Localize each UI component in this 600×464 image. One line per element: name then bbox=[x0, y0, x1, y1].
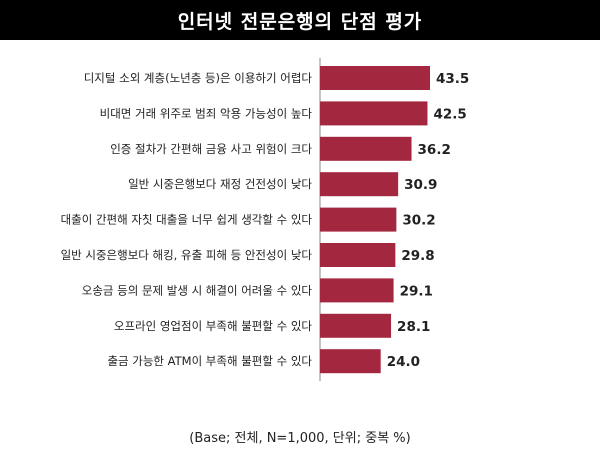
bar bbox=[320, 278, 394, 303]
category-label: 디지털 소외 계층(노년층 등)은 이용하기 어렵다 bbox=[84, 71, 313, 85]
footnote: (Base; 전체, N=1,000, 단위; 중복 %) bbox=[189, 431, 411, 446]
bar bbox=[320, 172, 399, 197]
value-label: 42.5 bbox=[433, 106, 466, 122]
bar bbox=[320, 101, 428, 126]
value-label: 30.9 bbox=[404, 177, 437, 193]
category-label: 출금 가능한 ATM이 부족해 불편할 수 있다 bbox=[107, 354, 312, 368]
category-label: 인증 절차가 간편해 금융 사고 위험이 크다 bbox=[110, 142, 312, 156]
bar bbox=[320, 136, 412, 161]
category-label: 오프라인 영업점이 부족해 불편할 수 있다 bbox=[114, 319, 313, 333]
bar bbox=[320, 207, 397, 232]
category-label: 오송금 등의 문제 발생 시 해결이 어려울 수 있다 bbox=[82, 283, 313, 297]
value-label: 24.0 bbox=[387, 354, 420, 370]
bar bbox=[320, 313, 392, 338]
chart-title: 인터넷 전문은행의 단점 평가 bbox=[0, 0, 600, 40]
value-label: 36.2 bbox=[418, 142, 451, 158]
bar-chart: 디지털 소외 계층(노년층 등)은 이용하기 어렵다 43.5 비대면 거래 위주로… bbox=[61, 58, 469, 382]
category-label: 대출이 간편해 자칫 대출을 너무 쉽게 생각할 수 있다 bbox=[61, 213, 313, 227]
value-label: 29.8 bbox=[401, 248, 434, 264]
bar bbox=[320, 66, 430, 90]
bar bbox=[320, 349, 381, 374]
value-label: 43.5 bbox=[436, 71, 469, 87]
category-label: 일반 시중은행보다 재정 건전성이 낮다 bbox=[128, 177, 312, 191]
category-label: 비대면 거래 위주로 범죄 악용 가능성이 높다 bbox=[100, 106, 313, 120]
value-label: 28.1 bbox=[397, 319, 430, 335]
category-label: 일반 시중은행보다 해킹, 유출 피해 등 안전성이 낮다 bbox=[61, 248, 313, 262]
bar bbox=[320, 243, 396, 267]
value-label: 29.1 bbox=[400, 283, 433, 299]
value-label: 30.2 bbox=[402, 213, 435, 229]
